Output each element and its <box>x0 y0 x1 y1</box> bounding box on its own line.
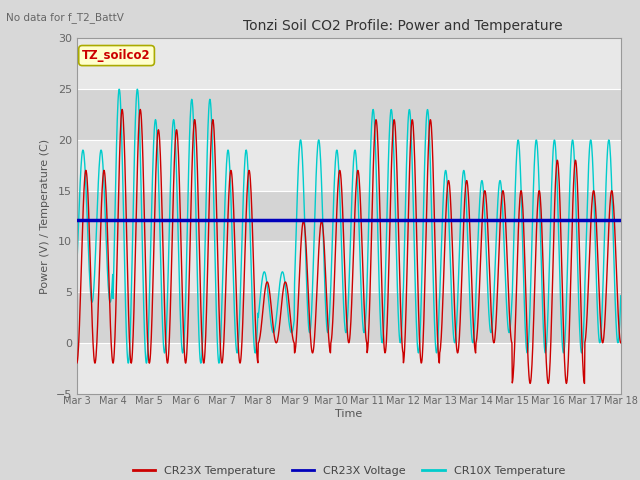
Text: TZ_soilco2: TZ_soilco2 <box>82 49 151 62</box>
Bar <box>77 241 621 292</box>
CR10X Temperature <box>215 360 223 366</box>
CR10X Temperature <box>181 317 189 323</box>
CR10X Temperature <box>617 293 625 299</box>
X-axis label: Time: Time <box>335 409 362 419</box>
CR23X Temperature <box>118 107 126 112</box>
Bar <box>77 191 621 241</box>
CR23X Temperature <box>255 338 263 344</box>
CR10X Temperature <box>195 307 202 313</box>
Bar <box>77 292 621 343</box>
CR23X Temperature <box>553 162 561 168</box>
Line: CR23X Temperature: CR23X Temperature <box>77 109 621 384</box>
CR23X Temperature <box>73 360 81 366</box>
CR10X Temperature <box>553 174 561 180</box>
Text: No data for f_T2_BattV: No data for f_T2_BattV <box>6 12 124 23</box>
Bar <box>77 343 621 394</box>
Bar <box>77 89 621 140</box>
CR23X Voltage <box>73 217 81 223</box>
CR10X Temperature <box>134 86 141 92</box>
Y-axis label: Power (V) / Temperature (C): Power (V) / Temperature (C) <box>40 138 50 294</box>
CR10X Temperature <box>505 330 513 336</box>
CR10X Temperature <box>73 264 81 270</box>
Bar <box>77 38 621 89</box>
CR10X Temperature <box>434 339 442 345</box>
CR23X Temperature <box>434 332 442 337</box>
Legend: CR23X Temperature, CR23X Voltage, CR10X Temperature: CR23X Temperature, CR23X Voltage, CR10X … <box>128 461 570 480</box>
CR23X Temperature <box>617 340 625 346</box>
CR23X Temperature <box>580 381 588 386</box>
CR10X Temperature <box>255 303 263 309</box>
Title: Tonzi Soil CO2 Profile: Power and Temperature: Tonzi Soil CO2 Profile: Power and Temper… <box>243 19 563 33</box>
CR23X Voltage <box>109 217 117 223</box>
Bar <box>77 140 621 191</box>
Line: CR10X Temperature: CR10X Temperature <box>77 89 621 363</box>
CR23X Temperature <box>505 291 513 297</box>
CR23X Temperature <box>181 357 189 363</box>
CR23X Temperature <box>195 195 202 201</box>
